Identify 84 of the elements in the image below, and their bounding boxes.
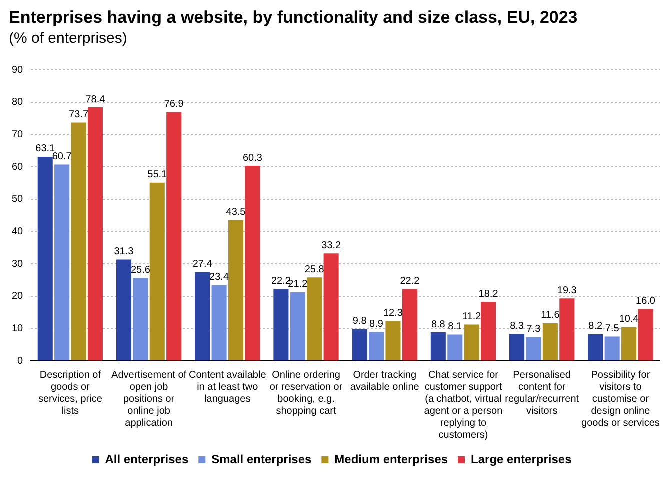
bar	[38, 156, 53, 360]
data-label: 76.9	[164, 99, 184, 110]
y-tick-label: 90	[12, 64, 24, 76]
y-tick-label: 10	[12, 323, 24, 334]
y-tick-label: 70	[12, 129, 24, 140]
bar	[166, 112, 182, 360]
data-label: 10.4	[619, 314, 640, 326]
x-tick-label: Chat service for customer support (a chatbot, virtual agent or a person replying to customers)	[424, 370, 503, 441]
data-label: 22.2	[400, 276, 420, 287]
data-label: 55.1	[148, 170, 168, 181]
legend-label: All enterprises	[105, 452, 189, 466]
data-label: 60.7	[52, 151, 72, 162]
y-tick-label: 60	[12, 162, 24, 173]
data-label: 16.0	[636, 296, 656, 308]
bar	[54, 164, 70, 360]
bar	[402, 289, 418, 360]
bar	[368, 332, 384, 360]
legend-label: Medium enterprises	[334, 452, 448, 466]
bar	[150, 182, 165, 360]
bar	[622, 327, 637, 360]
legend-label: Small enterprises	[212, 452, 312, 466]
data-label: 12.3	[383, 308, 404, 319]
data-label: 8.2	[588, 321, 604, 332]
bar	[71, 122, 86, 360]
chart-title: Enterprises having a website, by functionality and size class, EU, 2023	[9, 8, 578, 28]
bar	[526, 337, 542, 360]
x-tick-label: Advertisement of open job positions or online job application	[112, 370, 187, 429]
bar	[88, 108, 103, 360]
data-label: 73.7	[69, 109, 89, 120]
x-tick-label: Description of goods or services, price lists	[38, 370, 103, 417]
bar	[604, 336, 620, 360]
bar	[290, 292, 306, 360]
data-label: 19.3	[557, 285, 578, 296]
bar	[588, 334, 604, 360]
bar	[386, 321, 401, 360]
bar	[464, 324, 480, 360]
chart-subtitle: (% of enterprises)	[9, 30, 128, 47]
data-label: 78.4	[86, 94, 106, 106]
data-label: 60.3	[242, 152, 263, 164]
data-label: 25.8	[304, 264, 325, 276]
bar	[212, 285, 227, 360]
data-label: 7.3	[526, 324, 542, 336]
bar	[116, 260, 132, 360]
y-tick-label: 20	[12, 291, 24, 302]
data-label: 33.2	[322, 240, 342, 252]
y-tick-label: 80	[12, 97, 24, 108]
data-label: 7.5	[605, 324, 620, 334]
data-label: 11.6	[541, 310, 560, 322]
data-label: 8.9	[370, 318, 384, 330]
data-label: 8.1	[448, 322, 463, 333]
bar	[542, 323, 558, 360]
x-tick-label: Possibility for visitors to customise or design online goods or services	[582, 370, 660, 429]
bar	[274, 289, 289, 360]
y-tick-label: 0	[18, 356, 24, 367]
bar	[352, 329, 368, 360]
data-label: 8.3	[510, 320, 524, 332]
data-label: 31.3	[114, 246, 134, 258]
data-label: 8.8	[431, 319, 446, 330]
y-tick-label: 50	[12, 194, 24, 206]
bar	[228, 220, 244, 360]
bar	[560, 298, 575, 360]
bar	[481, 302, 496, 360]
data-label: 9.8	[352, 316, 368, 328]
bar	[430, 332, 446, 360]
y-tick-label: 30	[12, 258, 24, 270]
x-tick-label: Order tracking available online	[350, 370, 420, 393]
x-tick-label: Personalised content for regular/recurrent visitors	[505, 370, 580, 417]
bar	[510, 334, 525, 360]
x-tick-label: Online ordering or reservation or booking, e.g. shopping cart	[270, 370, 344, 417]
data-label: 25.6	[130, 264, 151, 276]
y-tick-label: 40	[12, 226, 24, 238]
data-label: 11.2	[462, 312, 482, 323]
data-label: 43.5	[226, 207, 246, 218]
bar	[448, 334, 463, 360]
x-tick-label: Content available in at least two languages	[189, 370, 267, 405]
bar	[195, 272, 210, 360]
bar	[307, 278, 322, 360]
legend-label: Large enterprises	[471, 452, 572, 466]
bar	[324, 254, 339, 360]
bar	[245, 166, 260, 360]
bar	[133, 278, 148, 360]
bar	[638, 309, 654, 360]
data-label: 27.4	[192, 259, 213, 270]
data-label: 18.2	[478, 288, 499, 300]
